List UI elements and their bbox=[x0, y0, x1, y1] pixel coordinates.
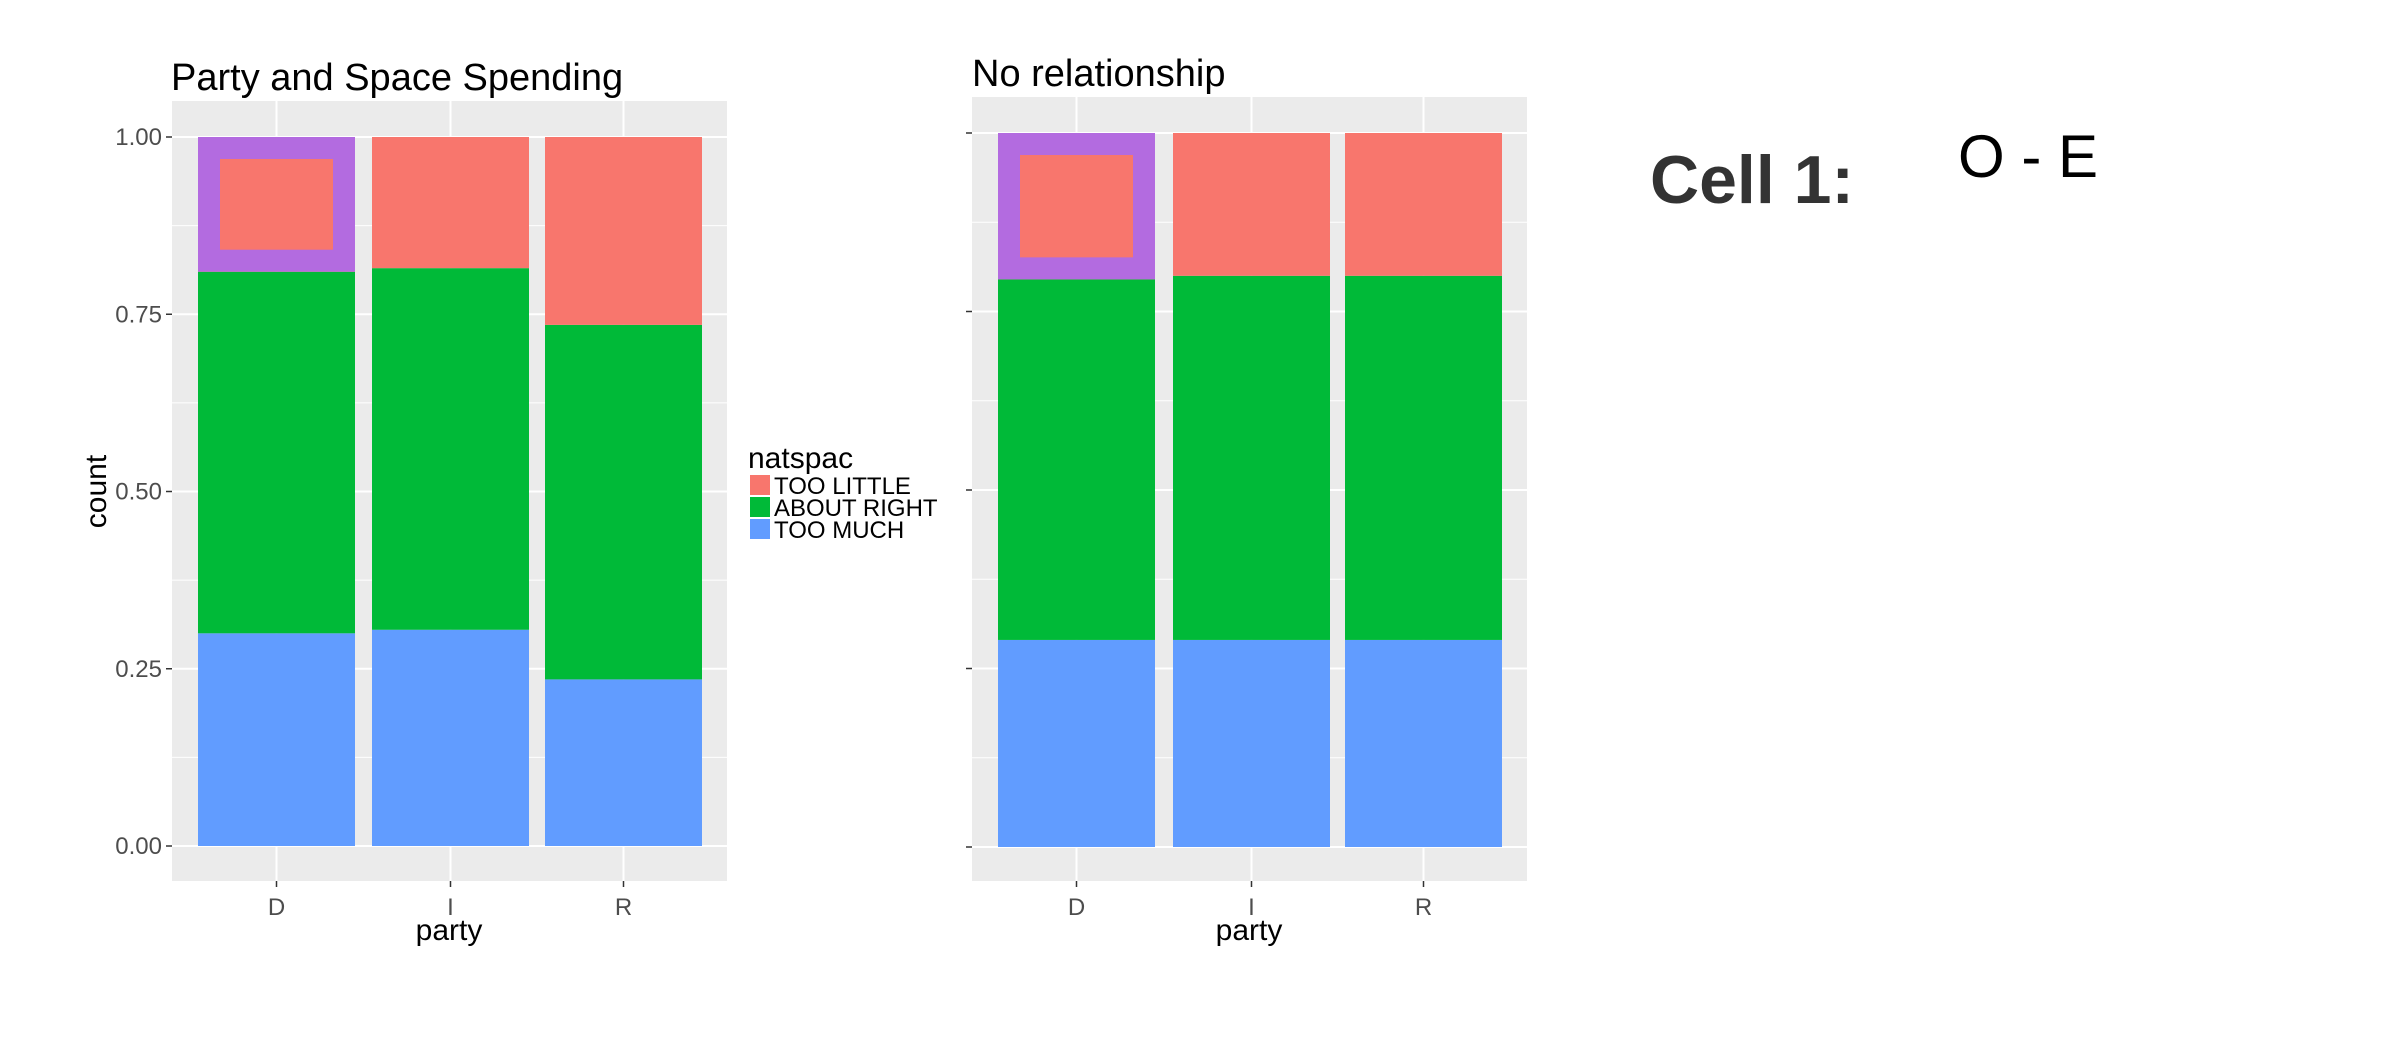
y-tick-label: 0.50 bbox=[115, 479, 162, 506]
x-tick-label: D bbox=[1068, 894, 1085, 921]
legend-label-too-little: TOO LITTLE bbox=[774, 473, 911, 500]
bar-I-too-much bbox=[1173, 639, 1330, 847]
legend-key-too-little bbox=[750, 475, 770, 495]
bar-R-too-much bbox=[1345, 639, 1502, 847]
y-tick-label: 0.75 bbox=[115, 301, 162, 328]
x-tick-label: D bbox=[268, 894, 285, 921]
x-tick-label: I bbox=[447, 894, 454, 921]
y-tick-label: 0.00 bbox=[115, 833, 162, 860]
y-axis-title: count bbox=[80, 454, 113, 528]
legend: natspac TOO LITTLE ABOUT RIGHT TOO MUCH bbox=[748, 442, 938, 544]
legend-title: natspac bbox=[748, 442, 853, 475]
bar-R-too-little bbox=[545, 137, 702, 325]
chart-party-and-space-spending: Party and Space Spending 0.00 0.25 0.50 0.7… bbox=[80, 57, 727, 947]
legend-label-too-much: TOO MUCH bbox=[774, 517, 904, 544]
legend-key-too-much bbox=[750, 519, 770, 539]
x-axis-title: party bbox=[1216, 914, 1283, 947]
legend-label-about-right: ABOUT RIGHT bbox=[774, 495, 938, 522]
bar-D-too-much bbox=[998, 639, 1155, 847]
bar-R-too-little bbox=[1345, 133, 1502, 276]
bar-D-too-little bbox=[998, 133, 1155, 280]
bar-I-about-right bbox=[1173, 275, 1330, 640]
bar-D-about-right bbox=[198, 271, 355, 634]
bar-D-about-right bbox=[998, 279, 1155, 640]
bar-R-about-right bbox=[545, 324, 702, 680]
y-tick-label: 0.25 bbox=[115, 656, 162, 683]
highlight-cell bbox=[198, 137, 355, 272]
bar-I-too-little bbox=[372, 137, 529, 269]
x-tick-label: R bbox=[1415, 894, 1432, 921]
bar-D-too-little bbox=[198, 137, 355, 272]
x-axis-title: party bbox=[416, 914, 483, 947]
x-tick-label: R bbox=[615, 894, 632, 921]
cell-label: Cell 1: bbox=[1650, 142, 1854, 218]
x-tick-label: I bbox=[1248, 894, 1255, 921]
chart1-title: Party and Space Spending bbox=[171, 57, 623, 99]
y-tick-label: 1.00 bbox=[115, 124, 162, 151]
bar-R-too-much bbox=[545, 679, 702, 846]
bar-D-too-much bbox=[198, 633, 355, 846]
bar-I-about-right bbox=[372, 268, 529, 630]
bar-R-about-right bbox=[1345, 275, 1502, 640]
chart2-title: No relationship bbox=[972, 53, 1225, 95]
bar-I-too-much bbox=[372, 629, 529, 846]
bar-I-too-little bbox=[1173, 133, 1330, 276]
legend-key-about-right bbox=[750, 497, 770, 517]
highlight-cell bbox=[998, 133, 1155, 280]
formula: O - E bbox=[1958, 123, 2098, 190]
